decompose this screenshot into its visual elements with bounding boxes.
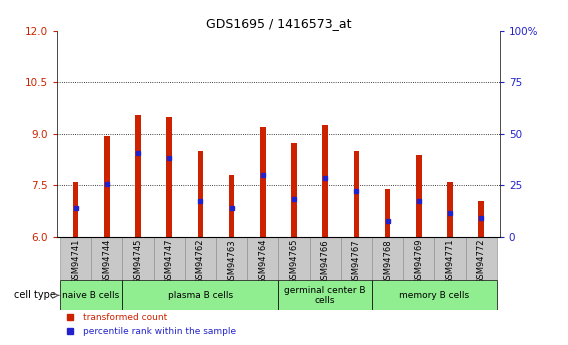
Bar — [447, 182, 453, 237]
Text: percentile rank within the sample: percentile rank within the sample — [83, 327, 236, 336]
Text: GSM94764: GSM94764 — [258, 239, 267, 285]
Bar — [135, 115, 141, 237]
Text: GSM94771: GSM94771 — [445, 239, 454, 285]
Text: GSM94765: GSM94765 — [290, 239, 298, 285]
Bar — [291, 142, 296, 237]
Bar — [198, 151, 203, 237]
Bar — [91, 237, 122, 280]
Text: GSM94767: GSM94767 — [352, 239, 361, 285]
Bar — [73, 182, 78, 237]
Text: transformed count: transformed count — [83, 313, 168, 322]
Bar — [466, 237, 497, 280]
Bar — [247, 237, 278, 280]
Title: GDS1695 / 1416573_at: GDS1695 / 1416573_at — [206, 17, 351, 30]
Text: plasma B cells: plasma B cells — [168, 291, 233, 300]
Bar — [416, 155, 421, 237]
Bar — [153, 237, 185, 280]
Text: GSM94768: GSM94768 — [383, 239, 392, 285]
Bar — [322, 125, 328, 237]
Text: GSM94762: GSM94762 — [196, 239, 205, 285]
Bar — [122, 280, 278, 310]
Bar — [385, 189, 390, 237]
Bar — [185, 237, 216, 280]
Bar — [435, 237, 466, 280]
Bar — [166, 117, 172, 237]
Text: germinal center B
cells: germinal center B cells — [285, 286, 366, 305]
Text: GSM94766: GSM94766 — [320, 239, 329, 285]
Text: GSM94741: GSM94741 — [71, 239, 80, 284]
Bar — [372, 280, 497, 310]
Text: GSM94763: GSM94763 — [227, 239, 236, 285]
Text: naive B cells: naive B cells — [62, 291, 120, 300]
Text: cell type: cell type — [14, 290, 56, 300]
Bar — [104, 136, 110, 237]
Bar — [353, 151, 359, 237]
Bar — [216, 237, 247, 280]
Text: GSM94745: GSM94745 — [133, 239, 143, 284]
Bar — [403, 237, 435, 280]
Bar — [278, 237, 310, 280]
Text: GSM94772: GSM94772 — [477, 239, 486, 285]
Text: GSM94747: GSM94747 — [165, 239, 174, 285]
Text: GSM94744: GSM94744 — [102, 239, 111, 284]
Text: memory B cells: memory B cells — [399, 291, 469, 300]
Bar — [341, 237, 372, 280]
Bar — [478, 201, 484, 237]
Bar — [310, 237, 341, 280]
Bar — [60, 280, 122, 310]
Bar — [260, 127, 265, 237]
Bar — [372, 237, 403, 280]
Text: GSM94769: GSM94769 — [414, 239, 423, 285]
Bar — [278, 280, 372, 310]
Bar — [229, 175, 235, 237]
Bar — [60, 237, 91, 280]
Bar — [122, 237, 153, 280]
